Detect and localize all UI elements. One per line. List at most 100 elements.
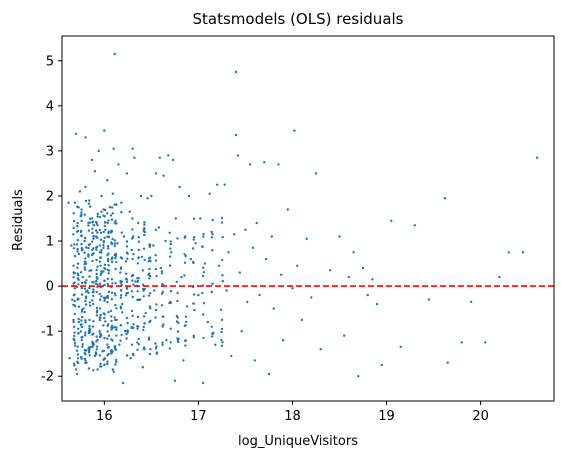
data-point [280,273,283,276]
data-point [103,336,106,340]
data-point [85,290,88,293]
data-point [75,243,79,246]
data-point [230,354,233,358]
data-point [192,235,196,239]
data-point [83,236,87,240]
data-point [72,233,75,236]
data-point [176,337,179,340]
data-point [143,221,146,224]
data-point [84,257,87,260]
data-point [210,236,214,239]
data-point [110,328,113,331]
data-point [113,242,117,245]
data-point [100,365,103,368]
data-point [140,255,144,258]
data-point [102,208,105,211]
data-point [125,316,129,320]
data-point [136,348,139,351]
data-point [76,205,79,208]
data-point [154,254,157,257]
data-point [211,335,214,338]
data-point [104,320,107,323]
data-point [87,291,90,294]
data-point [220,318,224,322]
y-tick-label: 5 [46,54,54,69]
data-point [84,361,87,365]
data-point [107,352,110,356]
data-point [88,318,91,322]
data-point [137,343,140,346]
data-point [220,344,224,347]
data-point [220,330,223,334]
data-point [168,301,171,305]
data-point [96,245,99,248]
data-point [125,354,129,357]
data-point [75,349,79,352]
data-point [221,235,224,239]
data-point [293,129,296,132]
data-point [80,234,83,237]
data-point [125,332,128,336]
data-point [162,174,165,177]
x-tick-label: 18 [284,409,301,424]
data-point [149,307,152,310]
data-point [95,314,99,317]
data-point [91,299,94,302]
data-point [94,351,98,354]
data-point [98,307,102,310]
data-point [535,156,539,159]
data-point [106,346,110,349]
data-point [111,260,114,264]
data-point [111,212,115,215]
data-point [114,294,117,297]
data-point [147,294,151,297]
data-point [177,340,180,344]
data-point [263,161,266,164]
data-point [83,351,86,355]
data-point [147,338,151,341]
data-point [113,239,117,242]
data-point [131,147,134,150]
data-point [153,289,156,292]
data-point [92,252,95,255]
data-point [77,327,80,330]
data-point [129,357,132,360]
data-point [111,339,114,342]
data-point [111,282,114,285]
data-point [88,354,91,357]
data-point [169,242,172,246]
data-point [83,239,86,243]
data-point [83,281,87,284]
data-point [110,298,114,301]
data-point [202,266,205,269]
data-point [137,236,140,239]
data-point [88,217,92,220]
data-point [92,235,95,238]
data-point [103,297,107,300]
data-point [106,179,109,182]
data-point [343,334,346,337]
data-point [199,217,202,220]
data-point [120,333,123,337]
data-point [98,318,102,322]
data-point [189,257,193,261]
data-point [137,276,140,280]
data-point [347,275,351,279]
data-point [155,303,158,306]
data-point [84,260,87,264]
data-point [162,323,165,326]
data-point [125,272,128,275]
data-point [114,256,117,260]
data-point [202,336,205,340]
data-point [92,320,95,323]
data-point [91,221,94,224]
data-point [148,267,151,271]
data-point [119,294,123,297]
data-point [110,258,113,261]
data-point [146,197,149,200]
data-point [144,311,147,315]
data-point [84,185,87,189]
data-point [136,290,139,293]
data-point [103,221,107,224]
data-point [110,278,114,281]
